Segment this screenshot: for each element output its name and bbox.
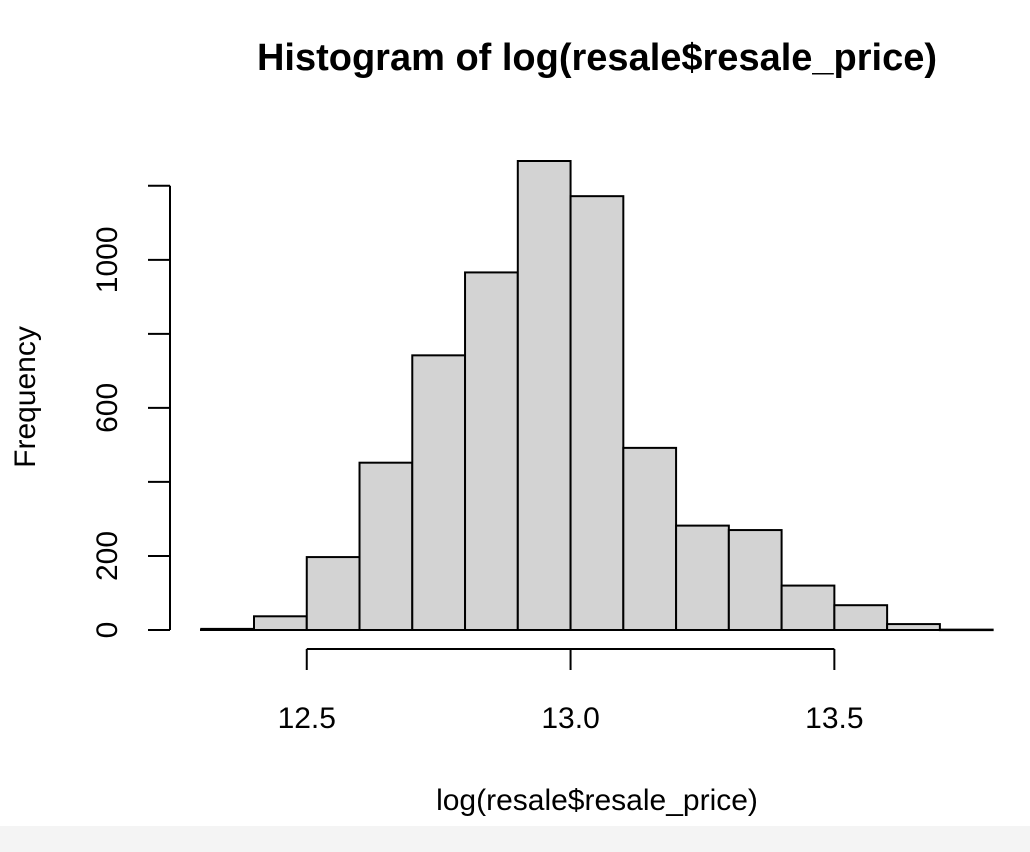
- histogram-bar-9: [675, 524, 730, 631]
- histogram-bar-10: [727, 529, 783, 631]
- x-axis: 12.5 13.0 13.5: [278, 648, 864, 735]
- histogram-bar-2: [305, 556, 361, 632]
- histogram-bar-11: [780, 584, 836, 632]
- bars-group: [200, 160, 994, 632]
- histogram-bar-5: [464, 271, 519, 631]
- histogram-bar-8: [622, 446, 678, 631]
- x-tick-label-12-5: 12.5: [278, 702, 336, 735]
- histogram-bar-3: [358, 461, 414, 631]
- y-tick-label-1000: 1000: [91, 226, 124, 293]
- histogram-bar-6: [516, 160, 572, 631]
- x-axis-label: log(resale$resale_price): [436, 784, 758, 817]
- bottom-strip: [0, 826, 1030, 852]
- histogram-bar-1: [253, 615, 308, 631]
- histogram-bar-12: [833, 604, 889, 632]
- x-tick-label-13-5: 13.5: [805, 702, 863, 735]
- y-tick-label-600: 600: [91, 383, 124, 433]
- histogram-bar-7: [569, 195, 625, 631]
- y-tick-label-200: 200: [91, 531, 124, 581]
- y-tick-label-0: 0: [91, 622, 124, 639]
- chart-title: Histogram of log(resale$resale_price): [257, 37, 937, 79]
- histogram-bar-4: [411, 354, 467, 631]
- x-tick-label-13: 13.0: [541, 702, 599, 735]
- y-axis-label: Frequency: [9, 326, 42, 468]
- y-axis: 0 200 600 1000: [91, 184, 171, 639]
